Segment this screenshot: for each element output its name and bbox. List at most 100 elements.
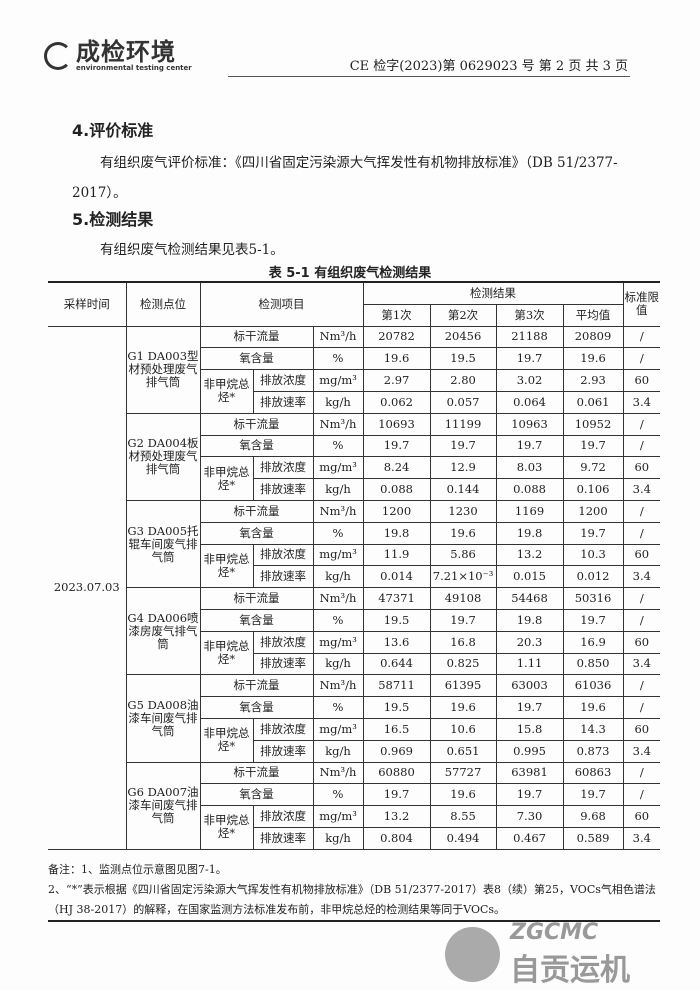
standard-limit: 60: [622, 456, 661, 480]
zgcmc-en: ZGCMC: [510, 920, 599, 945]
result-3: 0.088: [495, 478, 564, 501]
result-3: 19.8: [495, 608, 564, 632]
item-flow: 标干流量: [199, 587, 314, 610]
result-2: 19.6: [429, 696, 497, 719]
header-avg: 平均值: [562, 303, 624, 327]
standard-limit: /: [622, 434, 661, 458]
result-2: 19.6: [429, 783, 497, 807]
result-3: 20.3: [495, 630, 564, 654]
result-1: 19.7: [362, 783, 431, 807]
unit-conc: mg/m³: [312, 805, 364, 828]
unit-oxygen: %: [312, 434, 364, 458]
result-avg: 2.93: [562, 369, 624, 392]
table-row: 非甲烷总烃* 排放浓度 mg/m³ 13.6 16.8 20.3 16.9 60: [48, 630, 661, 676]
unit-oxygen: %: [312, 521, 364, 545]
item-nmhc: 非甲烷总烃*: [199, 805, 254, 850]
result-2: 5.86: [429, 543, 497, 567]
result-3: 0.995: [495, 739, 564, 763]
result-1: 10693: [362, 412, 431, 436]
standard-limit: 60: [622, 543, 661, 567]
result-1: 19.7: [362, 434, 431, 458]
standard-limit: 60: [622, 717, 661, 741]
item-oxygen: 氧含量: [199, 434, 314, 458]
result-avg: 60863: [562, 761, 624, 785]
company-logo: 成检环境 environmental testing center: [44, 40, 192, 72]
zgcmc-emblem-icon: [445, 927, 500, 982]
unit-rate: kg/h: [312, 652, 364, 676]
result-1: 19.5: [362, 608, 431, 632]
header-point: 检测点位: [125, 280, 201, 327]
result-1: 58711: [362, 674, 431, 698]
result-3: 10963: [495, 412, 564, 436]
result-1: 0.088: [362, 478, 431, 501]
table-row: 排放速率 kg/h 0.969 0.651 0.995 0.873 3.4: [48, 739, 661, 763]
header-r1: 第1次: [362, 303, 431, 327]
item-conc: 排放浓度: [252, 717, 314, 741]
monitoring-point: G3 DA005托辊车间废气排气筒: [125, 499, 201, 589]
table-row: 排放速率 kg/h 0.804 0.494 0.467 0.589 3.4: [48, 826, 661, 850]
result-2: 19.5: [429, 347, 497, 371]
standard-limit: /: [622, 325, 661, 349]
result-avg: 10.3: [562, 543, 624, 567]
sampling-date: 2023.07.03: [48, 325, 127, 850]
item-rate: 排放速率: [252, 652, 314, 676]
result-1: 19.6: [362, 347, 431, 371]
note-1: 备注：1、监测点位示意图见图7-1。: [48, 863, 227, 876]
monitoring-point: G1 DA003型材预处理废气排气筒: [125, 325, 201, 414]
item-rate: 排放速率: [252, 739, 314, 763]
unit-oxygen: %: [312, 783, 364, 807]
header-item: 检测项目: [199, 280, 364, 327]
result-avg: 61036: [562, 674, 624, 698]
item-rate: 排放速率: [252, 565, 314, 589]
item-flow: 标干流量: [199, 325, 314, 349]
standard-limit: 3.4: [622, 478, 661, 501]
header-limit: 标准限值: [622, 280, 661, 327]
result-3: 0.015: [495, 565, 564, 589]
item-oxygen: 氧含量: [199, 696, 314, 719]
result-avg: 10952: [562, 412, 624, 436]
result-3: 63981: [495, 761, 564, 785]
result-1: 0.062: [362, 390, 431, 414]
table-row: 氧含量% 19.7 19.6 19.7 19.7/: [48, 783, 661, 807]
result-avg: 9.68: [562, 805, 624, 828]
results-table: 采样时间 检测点位 检测项目 检测结果 标准限值 第1次 第2次 第3次 平均值…: [48, 280, 661, 850]
unit-oxygen: %: [312, 608, 364, 632]
item-oxygen: 氧含量: [199, 347, 314, 371]
logo-cn: 成检环境: [76, 38, 176, 66]
item-rate: 排放速率: [252, 826, 314, 850]
table-row: 排放速率 kg/h 0.062 0.057 0.064 0.061 3.4: [48, 390, 661, 414]
result-2: 0.494: [429, 826, 497, 850]
unit-flow: Nm³/h: [312, 325, 364, 349]
unit-conc: mg/m³: [312, 717, 364, 741]
result-3: 1169: [495, 499, 564, 523]
result-2: 16.8: [429, 630, 497, 654]
result-3: 7.30: [495, 805, 564, 828]
table-row: 非甲烷总烃* 排放浓度 mg/m³ 2.97 2.80 3.02 2.93 60: [48, 369, 661, 414]
logo-en: environmental testing center: [76, 64, 192, 72]
result-3: 21188: [495, 325, 564, 349]
standard-limit: 3.4: [622, 565, 661, 589]
standard-limit: /: [622, 608, 661, 632]
result-1: 0.644: [362, 652, 431, 676]
header-divider: [228, 76, 630, 77]
result-3: 19.7: [495, 347, 564, 371]
result-1: 0.969: [362, 739, 431, 763]
result-1: 20782: [362, 325, 431, 349]
result-2: 57727: [429, 761, 497, 785]
result-3: 19.8: [495, 521, 564, 545]
result-1: 2.97: [362, 369, 431, 392]
item-conc: 排放浓度: [252, 543, 314, 567]
result-avg: 1200: [562, 499, 624, 523]
item-conc: 排放浓度: [252, 805, 314, 828]
result-2: 49108: [429, 587, 497, 610]
table-row: 非甲烷总烃* 排放浓度 mg/m³ 16.5 10.6 15.8 14.3 60: [48, 717, 661, 763]
unit-rate: kg/h: [312, 478, 364, 501]
result-1: 11.9: [362, 543, 431, 567]
result-1: 19.8: [362, 521, 431, 545]
result-avg: 0.106: [562, 478, 624, 501]
table-row: G3 DA005托辊车间废气排气筒 标干流量 Nm³/h 1200 1230 1169 12…: [48, 499, 661, 589]
standard-limit: /: [622, 587, 661, 610]
result-3: 0.064: [495, 390, 564, 414]
zgcmc-cn: 自贡运机: [510, 953, 630, 988]
table-row: 氧含量% 19.7 19.7 19.7 19.7/: [48, 434, 661, 458]
